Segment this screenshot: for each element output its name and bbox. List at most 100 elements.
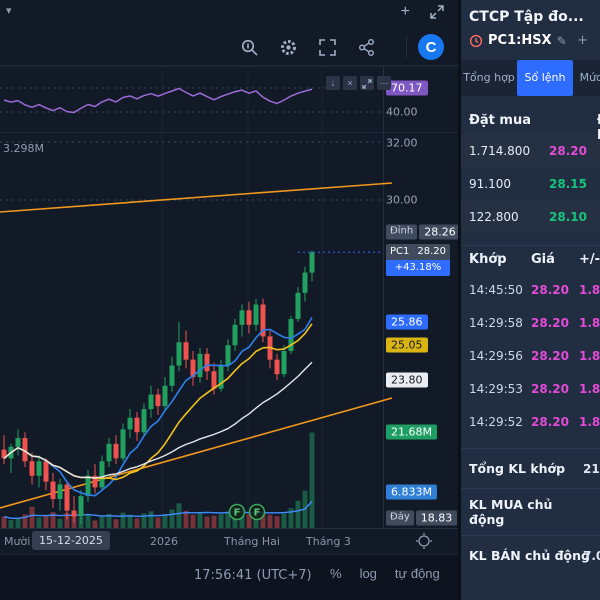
low-badge: Đáy 18.83 [386, 510, 458, 526]
trade-change: 1.8 [579, 348, 600, 363]
bid-row[interactable]: 1.714.800 28.20 [461, 134, 600, 167]
low-value: 18.83 [415, 510, 458, 526]
bid-list: 1.714.800 28.20 91.100 28.15 122.800 28.10 [461, 134, 600, 233]
log-scale-button[interactable]: log [356, 564, 381, 583]
bid-price: 28.15 [549, 176, 587, 191]
summary-value: 21.6 [583, 461, 600, 476]
close-icon: × [347, 78, 353, 88]
trade-time: 14:29:56 [469, 348, 523, 363]
chart-status-bar: 17:56:41 (UTC+7) % log tự động [0, 554, 458, 600]
edit-pencil-icon[interactable]: ✎ [556, 33, 567, 48]
axis-tick-30: 30.00 [386, 193, 418, 207]
plus-icon: + [400, 3, 410, 20]
trade-change: 1.8 [579, 414, 600, 429]
active-buy-volume-row: KL MUA chủ động [461, 488, 600, 535]
trade-price: 28.20 [531, 315, 569, 330]
indicator-expand-button[interactable] [360, 76, 374, 90]
date-label: 15-12-2025 [32, 531, 110, 550]
bid-volume: 91.100 [469, 176, 511, 191]
trades-header-change: +/- [579, 252, 600, 267]
toolbar-divider [406, 36, 407, 58]
chart-settings-button[interactable] [277, 35, 301, 59]
bid-price: 28.10 [549, 209, 587, 224]
time-axis[interactable]: Mười 15-12-2025 2026 Tháng Hai Tháng 3 [0, 528, 458, 554]
more-icon: ⋯ [379, 78, 389, 88]
trade-list: 14:45:5028.201.8014:29:5828.201.814:29:5… [461, 273, 600, 438]
add-symbol-button[interactable]: + [577, 33, 588, 48]
volume-badge: 21.68M [386, 424, 437, 440]
bid-row[interactable]: 91.100 28.15 [461, 167, 600, 200]
trade-change: 1.80 [579, 282, 600, 297]
app-logo[interactable]: C [418, 34, 444, 60]
high-value: 28.26 [419, 224, 458, 240]
trade-row[interactable]: 14:45:50 28.20 1.80 [461, 273, 600, 306]
trade-time: 14:45:50 [469, 282, 523, 297]
summary-section: Tổng KL khớp 21.6 KL MUA chủ động KL BÁN… [461, 448, 600, 575]
trade-price: 28.20 [531, 414, 569, 429]
chevron-down-icon[interactable]: ▾ [6, 4, 12, 17]
share-icon [359, 38, 374, 56]
indicator-volume-label: 3.298M [3, 142, 44, 155]
expand-panel-button[interactable] [428, 3, 446, 21]
trade-change: 1.8 [579, 315, 600, 330]
arrow-down-icon: ↓ [330, 78, 336, 88]
trade-row[interactable]: 14:29:58 28.20 1.8 [461, 306, 600, 339]
trade-row[interactable]: 14:29:52 28.20 1.8 [461, 405, 600, 438]
fullscreen-button[interactable] [316, 35, 340, 59]
ma-badge-white: 23.80 [386, 372, 428, 388]
time-label-month: Mười [4, 535, 30, 548]
tab-so-lenh[interactable]: Sổ lệnh [517, 60, 573, 96]
expand-small-icon [362, 79, 372, 89]
bid-row[interactable]: 122.800 28.10 [461, 200, 600, 233]
fullscreen-icon [319, 38, 336, 56]
indicator-collapse-button[interactable]: ↓ [326, 76, 340, 90]
trades-header-price: Giá [531, 252, 555, 267]
trade-price: 28.20 [531, 282, 569, 297]
ma-badge-blue: 25.86 [386, 314, 428, 330]
reset-scale-button[interactable] [414, 530, 435, 551]
indicator-more-button[interactable]: ⋯ [377, 76, 391, 90]
reset-icon [416, 532, 432, 549]
auto-scale-button[interactable]: tự động [391, 564, 444, 583]
time-label-thang-3: Tháng 3 [306, 535, 351, 548]
trade-time: 14:29:58 [469, 315, 523, 330]
ask-header: Đặt bán [597, 113, 600, 143]
search-icon [241, 39, 258, 56]
ma-badge-yellow: 25.05 [386, 337, 428, 353]
tab-tong-hop[interactable]: Tổng hợp [463, 71, 515, 85]
total-matched-volume-row: Tổng KL khớp 21.6 [461, 448, 600, 488]
high-label: Đỉnh [386, 224, 418, 240]
bid-volume: 1.714.800 [469, 143, 531, 158]
quote-panel: CTCP Tập đo... PC1:HSX ✎ + Tổng hợp Sổ l… [458, 0, 600, 600]
trade-price: 28.20 [531, 348, 569, 363]
candles [1, 250, 315, 525]
trade-time: 14:29:53 [469, 381, 523, 396]
axis-tick-32: 32.00 [386, 136, 418, 150]
trade-price: 28.20 [531, 381, 569, 396]
expand-icon [430, 5, 444, 19]
share-button[interactable] [355, 35, 379, 59]
clock-label[interactable]: 17:56:41 (UTC+7) [194, 568, 312, 583]
add-panel-button[interactable]: + [399, 2, 412, 22]
trades-header-time: Khớp [469, 252, 507, 267]
watch-clock-icon [469, 34, 483, 47]
trade-change: 1.8 [579, 381, 600, 396]
trade-row[interactable]: 14:29:56 28.20 1.8 [461, 339, 600, 372]
logo-letter: C [425, 38, 437, 56]
svg-text:F: F [234, 508, 241, 519]
low-label: Đáy [386, 510, 414, 526]
chart-search-button[interactable] [238, 35, 262, 59]
gear-icon [281, 39, 296, 55]
indicator-close-button[interactable]: × [343, 76, 357, 90]
active-sell-volume-row: KL BÁN chủ động 7.0 [461, 535, 600, 575]
bid-price: 28.20 [549, 143, 587, 158]
symbol-label[interactable]: PC1:HSX [488, 33, 552, 48]
trade-row[interactable]: 14:29:53 28.20 1.8 [461, 372, 600, 405]
trades-header: Khớp Giá +/- [461, 245, 600, 273]
tab-muc-gia[interactable]: Mức giá [579, 71, 600, 85]
percent-scale-button[interactable]: % [326, 564, 346, 583]
change-percent: +43.18% [386, 260, 450, 276]
indicator-pane-controls: ↓ × ⋯ [326, 76, 391, 90]
